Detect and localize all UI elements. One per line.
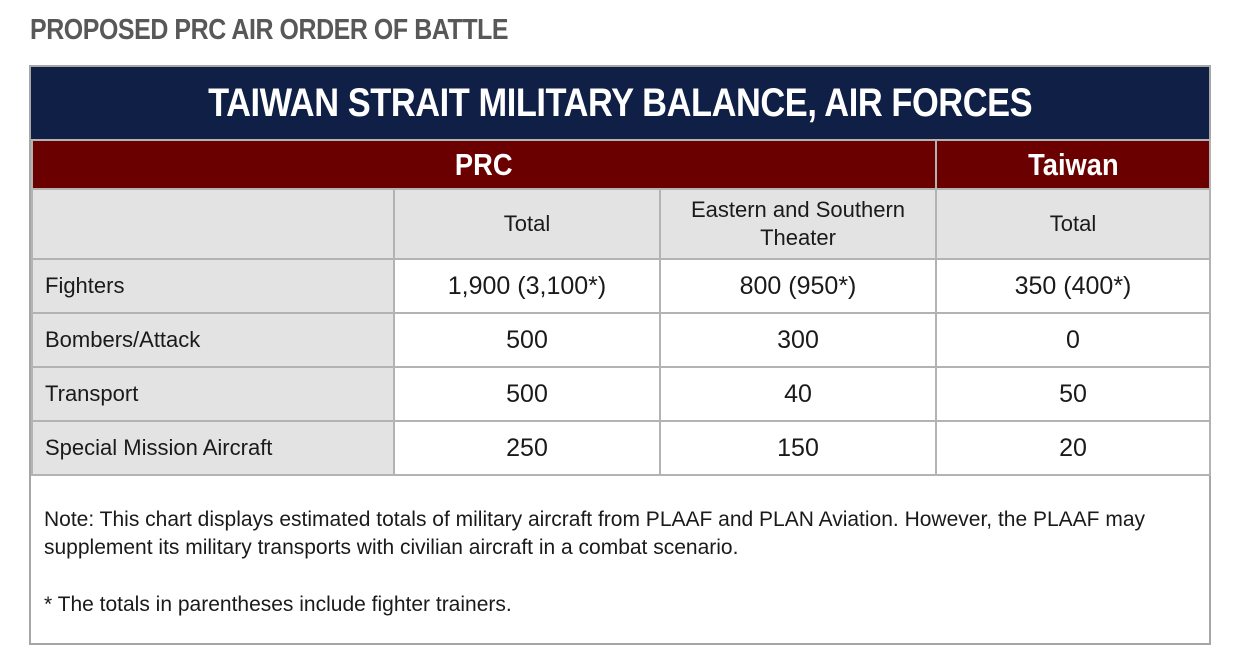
table-row-transport: Transport 500 40 50 (31, 366, 1211, 422)
row-label: Bombers/Attack (31, 312, 395, 368)
cell-eastern-southern: 800 (950*) (659, 258, 937, 314)
column-header-row: Total Eastern and Southern Theater Total (31, 188, 1211, 260)
note-text: Note: This chart displays estimated tota… (44, 508, 1146, 559)
table-title-bar: TAIWAN STRAIT MILITARY BALANCE, AIR FORC… (31, 67, 1209, 139)
table-row-bombers: Bombers/Attack 500 300 0 (31, 312, 1211, 368)
cell-eastern-southern: 40 (659, 366, 937, 422)
column-header-taiwan-total: Total (935, 188, 1211, 260)
group-header-prc: PRC (31, 139, 937, 190)
group-header-row: PRC Taiwan (31, 139, 1211, 190)
balance-table-frame: TAIWAN STRAIT MILITARY BALANCE, AIR FORC… (29, 65, 1211, 645)
page-heading: PROPOSED PRC AIR ORDER OF BATTLE (30, 14, 509, 46)
group-header-taiwan: Taiwan (935, 139, 1211, 190)
cell-eastern-southern: 300 (659, 312, 937, 368)
cell-eastern-southern: 150 (659, 420, 937, 476)
notes-section: Note: This chart displays estimated tota… (31, 476, 1209, 643)
cell-prc-total: 250 (393, 420, 661, 476)
column-header-empty (31, 188, 395, 260)
cell-prc-total: 1,900 (3,100*) (393, 258, 661, 314)
table-row-special-mission: Special Mission Aircraft 250 150 20 (31, 420, 1211, 476)
row-label: Fighters (31, 258, 395, 314)
row-label: Transport (31, 366, 395, 422)
cell-prc-total: 500 (393, 312, 661, 368)
column-header-eastern-southern: Eastern and Southern Theater (659, 188, 937, 260)
cell-taiwan-total: 0 (935, 312, 1211, 368)
column-header-prc-total: Total (393, 188, 661, 260)
cell-taiwan-total: 350 (400*) (935, 258, 1211, 314)
row-label: Special Mission Aircraft (31, 420, 395, 476)
footnote-text: * The totals in parentheses include figh… (44, 593, 512, 616)
cell-taiwan-total: 50 (935, 366, 1211, 422)
cell-taiwan-total: 20 (935, 420, 1211, 476)
table-row-fighters: Fighters 1,900 (3,100*) 800 (950*) 350 (… (31, 258, 1211, 314)
balance-table: PRC Taiwan Total Eastern and Southern Th… (31, 139, 1211, 476)
cell-prc-total: 500 (393, 366, 661, 422)
table-title: TAIWAN STRAIT MILITARY BALANCE, AIR FORC… (207, 80, 1033, 125)
